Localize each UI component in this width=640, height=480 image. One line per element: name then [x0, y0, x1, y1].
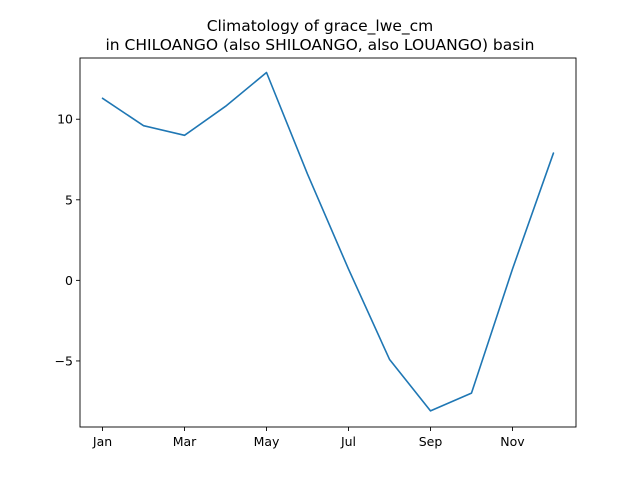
chart-title: Climatology of grace_lwe_cm [207, 17, 434, 36]
x-tick-label: Jan [92, 434, 112, 449]
x-tick-label: May [254, 434, 280, 449]
series-line-0 [101, 71, 555, 412]
data-point-nov [512, 268, 513, 269]
data-point-oct [471, 393, 472, 394]
data-point-sep [430, 410, 431, 411]
data-point-jul [348, 268, 349, 269]
data-point-mar [184, 135, 185, 136]
y-tick-label: −5 [55, 353, 73, 368]
axes-frame [79, 57, 577, 428]
chart-subtitle: in CHILOANGO (also SHILOANGO, also LOUAN… [106, 36, 535, 54]
data-point-jan [102, 98, 103, 99]
data-point-apr [225, 106, 226, 107]
x-tick-label: Mar [173, 434, 197, 449]
data-point-may [266, 72, 267, 73]
data-point-dec [553, 152, 554, 153]
y-tick-label: 5 [65, 192, 73, 207]
data-point-feb [143, 125, 144, 126]
data-point-jun [307, 173, 308, 174]
y-tick-label: 0 [65, 273, 73, 288]
x-tick-label: Jul [340, 434, 356, 449]
plot-area: −5 0 5 10 Jan Mar May Jul Sep Nov [55, 57, 577, 449]
y-tick-label: 10 [57, 112, 73, 127]
x-tick-label: Nov [500, 434, 525, 449]
data-point-aug [389, 359, 390, 360]
x-tick-label: Sep [419, 434, 443, 449]
